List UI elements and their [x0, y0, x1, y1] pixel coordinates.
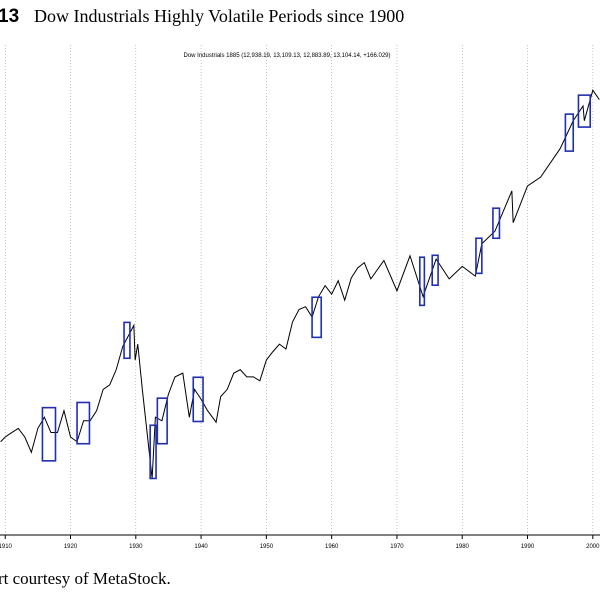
series-line [0, 89, 600, 479]
x-tick-label: 1980 [456, 544, 470, 550]
x-tick-label: 1910 [0, 544, 13, 550]
x-tick-label: 1920 [64, 544, 78, 550]
volatile-period-box [564, 113, 575, 152]
x-tick-label: 2000 [586, 544, 600, 550]
x-tick-label: 1960 [325, 544, 339, 550]
volatile-period-box [492, 207, 501, 240]
chart-subtitle: Dow Industrials 1885 (12,938.19, 13,109.… [184, 53, 391, 59]
volatile-period-box [419, 256, 426, 307]
volatile-period-box [475, 237, 483, 275]
x-tick-label: 1940 [194, 544, 208, 550]
volatile-period-box [192, 376, 204, 423]
figure-number: 13 [0, 6, 19, 27]
source-note: rt courtesy of MetaStock. [0, 569, 171, 588]
volatile-period-box [149, 424, 157, 480]
volatile-period-box [41, 406, 57, 462]
x-tick-label: 1950 [260, 544, 274, 550]
volatile-period-box [577, 94, 592, 128]
x-tick-label: 1990 [521, 544, 535, 550]
x-tick-label: 1970 [390, 544, 404, 550]
volatile-period-box [156, 397, 168, 445]
volatile-period-box [431, 254, 439, 286]
chart-title: Dow Industrials Highly Volatile Periods … [34, 6, 404, 26]
volatile-period-box [311, 296, 323, 339]
volatile-period-box [76, 401, 91, 445]
x-tick-label: 1930 [129, 544, 143, 550]
volatile-period-box [123, 321, 131, 360]
